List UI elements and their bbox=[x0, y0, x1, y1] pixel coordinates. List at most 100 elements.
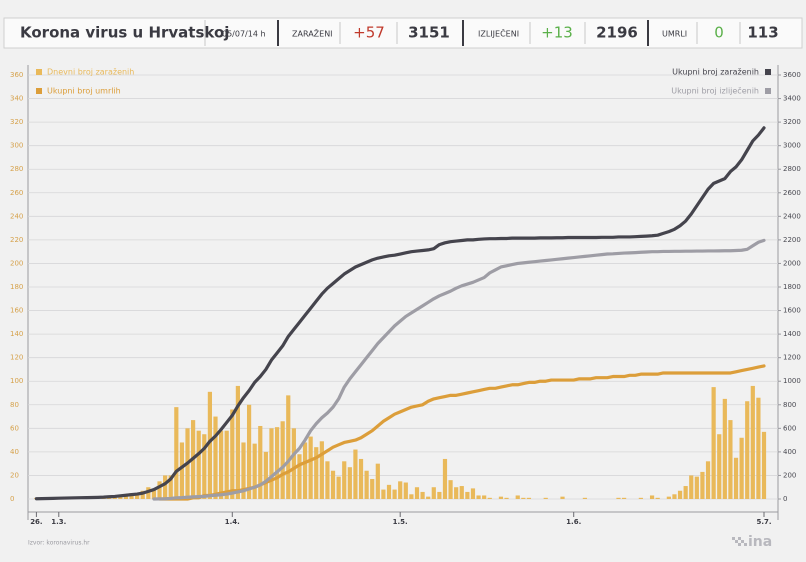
y-tick-label: 140 bbox=[10, 330, 23, 338]
bar bbox=[291, 428, 296, 499]
logo-square bbox=[738, 543, 741, 546]
bar bbox=[230, 409, 235, 499]
bar bbox=[621, 497, 627, 499]
bar bbox=[666, 496, 671, 499]
bar bbox=[750, 385, 755, 499]
bar bbox=[107, 497, 112, 499]
y-tick-label: 80 bbox=[10, 401, 19, 409]
y-tick-label: 160 bbox=[10, 307, 23, 315]
bar bbox=[711, 387, 716, 499]
bar bbox=[689, 475, 694, 499]
logo-text: ina bbox=[748, 534, 772, 550]
bar bbox=[297, 454, 302, 499]
bar bbox=[174, 407, 179, 499]
y2-tick-label: 1400 bbox=[783, 330, 801, 338]
y2-tick-label: 2000 bbox=[783, 259, 801, 267]
legend-swatch bbox=[36, 69, 42, 75]
stat-total: 3151 bbox=[408, 24, 450, 42]
y-tick-label: 360 bbox=[10, 71, 23, 79]
bar bbox=[426, 496, 431, 499]
bar bbox=[526, 497, 532, 499]
bar bbox=[386, 484, 392, 499]
bar bbox=[756, 397, 761, 499]
bar bbox=[353, 449, 358, 499]
bar bbox=[314, 447, 319, 499]
bar bbox=[213, 416, 218, 499]
bar bbox=[655, 497, 660, 499]
y2-tick-label: 3000 bbox=[783, 142, 801, 150]
y2-tick-label: 3600 bbox=[783, 71, 801, 79]
bar bbox=[677, 490, 683, 499]
bar bbox=[308, 436, 313, 499]
title: Korona virus u Hrvatskoj bbox=[20, 24, 229, 42]
bar bbox=[140, 490, 145, 499]
y2-tick-label: 2200 bbox=[783, 236, 801, 244]
bar bbox=[694, 476, 699, 499]
bar bbox=[336, 476, 341, 499]
y-tick-label: 180 bbox=[10, 283, 23, 291]
y-tick-label: 320 bbox=[10, 118, 23, 126]
bar bbox=[123, 495, 129, 499]
bar bbox=[392, 489, 397, 499]
legend-swatch bbox=[765, 88, 771, 94]
bar bbox=[705, 461, 711, 499]
bar bbox=[157, 481, 162, 499]
header: Korona virus u Hrvatskoj 05/07/14 h ZARA… bbox=[3, 17, 803, 49]
y-tick-label: 60 bbox=[10, 424, 19, 432]
y-tick-label: 120 bbox=[10, 354, 23, 362]
bar bbox=[717, 434, 722, 499]
bar bbox=[465, 491, 470, 499]
bar bbox=[263, 451, 268, 499]
x-tick-label: 26. bbox=[30, 518, 42, 526]
bar bbox=[207, 391, 213, 499]
y2-tick-label: 600 bbox=[783, 424, 796, 432]
bar bbox=[280, 421, 285, 499]
legend-label: Ukupni broj umrlih bbox=[47, 87, 121, 96]
bar bbox=[560, 496, 565, 499]
stat-total: 2196 bbox=[596, 24, 638, 42]
bar bbox=[437, 491, 442, 499]
bar bbox=[470, 488, 476, 499]
logo-square bbox=[738, 537, 741, 540]
bar bbox=[347, 467, 352, 499]
line bbox=[34, 126, 766, 501]
bar bbox=[241, 442, 246, 499]
y-tick-label: 200 bbox=[10, 259, 23, 267]
bar bbox=[135, 493, 140, 499]
stat-total: 113 bbox=[747, 24, 778, 42]
bar bbox=[431, 487, 436, 499]
y-tick-label: 40 bbox=[10, 448, 19, 456]
plot: 0 20 40 60 80 100 120 140 160 180 200 220 240 260 280 3… bbox=[10, 65, 801, 526]
y2-tick-label: 1800 bbox=[783, 283, 801, 291]
stat-label: UMRLI bbox=[662, 30, 687, 39]
bar bbox=[700, 471, 705, 499]
bar bbox=[403, 482, 408, 499]
bar bbox=[476, 495, 481, 499]
y2-tick-label: 1600 bbox=[783, 307, 801, 315]
bar bbox=[375, 463, 380, 499]
bar bbox=[235, 385, 240, 499]
legend-label: Ukupni broj zaraženih bbox=[672, 68, 759, 77]
logo-square bbox=[735, 540, 738, 543]
y2-tick-label: 200 bbox=[783, 471, 796, 479]
bar bbox=[163, 475, 168, 499]
bar bbox=[672, 494, 677, 499]
bar bbox=[364, 470, 369, 499]
x-tick-label: 5.7. bbox=[756, 518, 771, 526]
bar bbox=[498, 496, 504, 499]
y-tick-label: 260 bbox=[10, 189, 23, 197]
bar bbox=[302, 442, 308, 499]
bar bbox=[179, 442, 185, 499]
bar bbox=[448, 480, 453, 499]
y-tick-label: 0 bbox=[10, 495, 14, 503]
logo-square bbox=[741, 540, 744, 543]
timestamp: 05/07/14 h bbox=[222, 30, 266, 39]
bar bbox=[745, 401, 750, 499]
bar bbox=[274, 427, 280, 499]
y2-tick-label: 800 bbox=[783, 401, 796, 409]
bar bbox=[733, 457, 739, 499]
bar bbox=[616, 497, 621, 499]
bar bbox=[196, 430, 201, 499]
